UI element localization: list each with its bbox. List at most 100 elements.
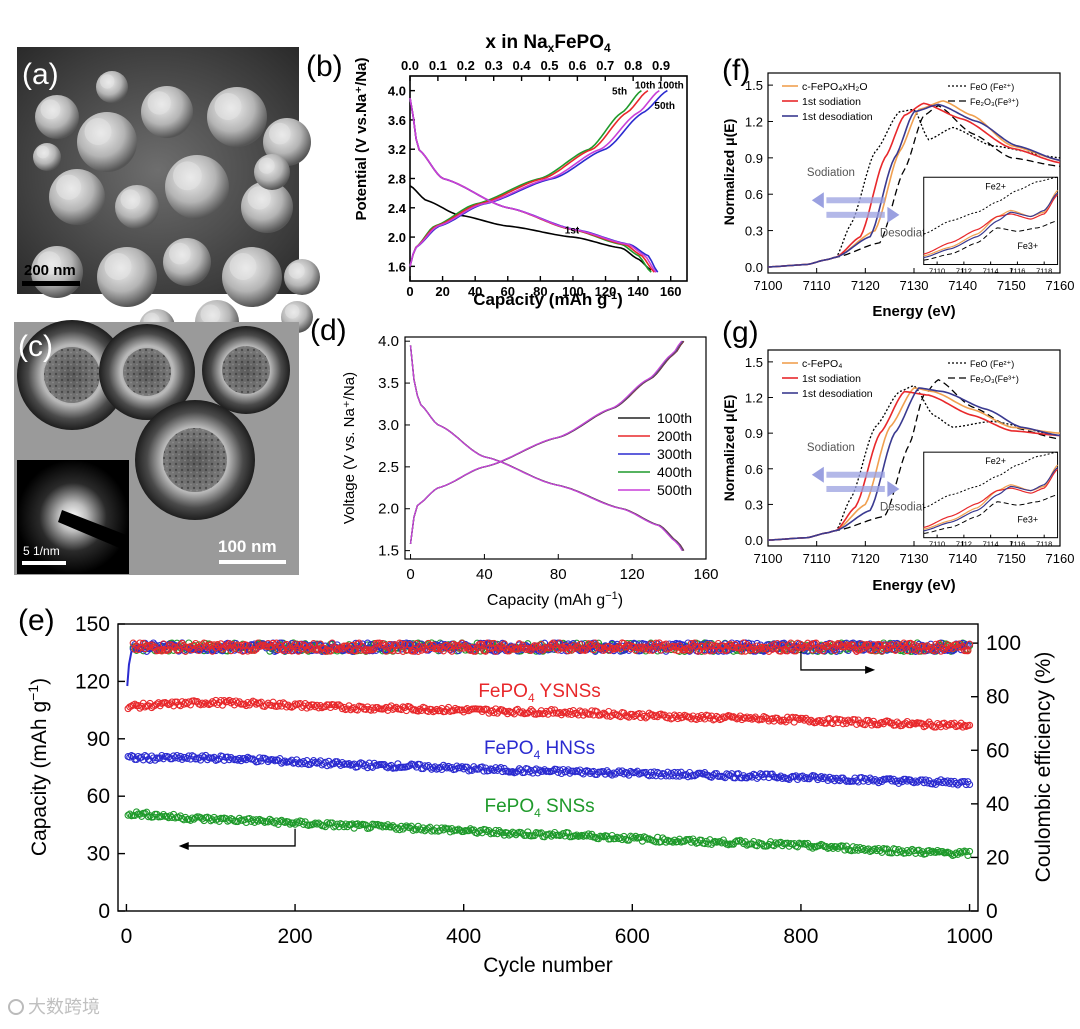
sem-particle-lobe <box>56 174 82 200</box>
x-tick-label: 40 <box>468 284 482 299</box>
x-tick-label: 40 <box>476 566 493 583</box>
y-tick-label: 3.5 <box>378 375 399 392</box>
chart-d-frame <box>404 336 707 560</box>
y-tick-label: 2.0 <box>388 230 406 245</box>
capacity-markers-0 <box>124 696 974 731</box>
arrow-head-sodiation-icon <box>811 466 824 483</box>
inset-scale-bar <box>22 561 66 565</box>
panel-c: 5 1/nm 100 nm (c) <box>14 320 299 575</box>
sem-particle <box>163 238 211 286</box>
ce-initial-points <box>126 650 133 687</box>
arrow-head-desodiation-icon <box>887 480 900 497</box>
y-tick-label: 1.6 <box>388 259 406 274</box>
chart-e-ylabel-left: Capacity (mAh g−1) <box>25 678 51 856</box>
chart-g-xlabel: Energy (eV) <box>872 577 955 594</box>
x-tick-label: 7150 <box>997 551 1026 566</box>
arrow-left-axis-icon <box>185 828 296 847</box>
inset-tick-label: 7112 <box>956 540 972 549</box>
x-tick-label: 120 <box>595 284 617 299</box>
inset-tick-label: 7114 <box>983 540 999 549</box>
legend-label: 100th <box>657 410 692 426</box>
legend-label: 1st sodiation <box>802 373 861 385</box>
sem-particle-lobe <box>120 189 141 210</box>
y-tick-label: 0.6 <box>745 462 763 477</box>
annotation-label: 50th <box>654 101 675 112</box>
panel-g: (g) 7100 7110 7120 7130 7140 7150 7160 0.0 0.3 0.… <box>721 316 1074 594</box>
y-tick-label-left: 30 <box>87 843 110 866</box>
scale-text-c: 100 nm <box>218 537 277 556</box>
chart-d-xlabel: Capacity (mAh g−1) <box>487 590 623 609</box>
legend-label: 400th <box>657 464 692 480</box>
inset-line-feo <box>923 176 1058 235</box>
series-line-100th-discharge <box>409 345 685 551</box>
sem-particle-lobe <box>147 91 171 115</box>
inset-tick-label: 7114 <box>983 267 999 276</box>
panel-a: (a) 200 nm <box>17 47 320 345</box>
x-tick-label: 80 <box>550 566 567 583</box>
panel-e: (e) 0 200 400 600 800 10000306090120150020406… <box>18 604 1055 977</box>
top-tick-label: 0.2 <box>457 58 475 73</box>
y-tick-label-right: 60 <box>986 739 1009 762</box>
series-line-desodiation <box>767 387 1061 541</box>
annotation-label: 1st <box>565 225 580 236</box>
arrow-right-axis-icon <box>800 651 869 671</box>
y-tick-label-right: 20 <box>986 846 1009 869</box>
inset-tick-label: 7118 <box>1036 267 1052 276</box>
top-tick-label: 0.9 <box>652 58 670 73</box>
x-tick-label: 200 <box>278 925 313 948</box>
x-tick-label: 7120 <box>851 551 880 566</box>
series-line-100th-charge <box>409 340 685 544</box>
scale-text-a: 200 nm <box>24 262 76 279</box>
inset-line-desodiation <box>923 192 1058 259</box>
x-tick-label: 1000 <box>946 925 993 948</box>
series-line-100th-charge <box>409 89 660 267</box>
arrow-sodiation-icon <box>826 471 885 478</box>
annotation-label: Sodiation <box>807 167 855 179</box>
panel-label-c: (c) <box>18 330 53 363</box>
y-tick-label: 3.6 <box>388 113 406 128</box>
x-tick-label: 60 <box>501 284 515 299</box>
top-tick-label: 0.0 <box>401 58 419 73</box>
chart-e-xlabel: Cycle number <box>483 954 613 977</box>
sem-particle <box>254 154 290 190</box>
legend-label: FeO (Fe²⁺) <box>970 359 1014 369</box>
x-tick-label: 7120 <box>851 278 880 293</box>
x-tick-label: 160 <box>693 566 718 583</box>
series-line-5th-charge <box>409 89 642 267</box>
series-line-500th-charge <box>409 340 683 544</box>
series-line-50th-charge <box>409 89 668 267</box>
x-tick-label: 7110 <box>803 278 831 293</box>
y-tick-label: 2.8 <box>388 172 406 187</box>
y-tick-label-left: 150 <box>75 613 110 636</box>
series-line-desodiation <box>768 103 1061 268</box>
inset-tick-label: 7112 <box>956 267 972 276</box>
series-line-400th-discharge <box>409 345 684 551</box>
y-tick-label: 1.5 <box>745 78 763 93</box>
panel-label-a: (a) <box>22 58 59 91</box>
chart-b-marks: 0 20 40 60 80 100 120 140 160 1.6 2.0 2.4 2.8 3.2 3.6 4… <box>388 58 684 299</box>
top-tick-label: 0.1 <box>429 58 447 73</box>
watermark: 大数跨境 <box>8 997 100 1017</box>
y-tick-label: 2.0 <box>378 501 399 518</box>
watermark-logo-icon <box>8 999 24 1015</box>
inset-scale-text: 5 1/nm <box>23 544 60 558</box>
inset-annotation: Fe2+ <box>985 181 1006 191</box>
sem-particle-lobe <box>269 122 291 145</box>
series-label: FePO4 HNSs <box>484 738 595 762</box>
inset-tick-label: 7118 <box>1036 540 1052 549</box>
chart-e-ylabel-right: Coulombic efficiency (%) <box>1032 652 1055 883</box>
sem-particle-lobe <box>258 157 275 174</box>
legend-label: 1st sodiation <box>802 96 861 108</box>
y-tick-label: 0.6 <box>745 187 763 202</box>
x-tick-label: 7130 <box>900 278 929 293</box>
arrow-head-right-icon <box>865 665 876 674</box>
inset-line-feo <box>923 451 1058 509</box>
sem-particle-lobe <box>100 74 115 89</box>
y-tick-label: 0.0 <box>745 260 763 275</box>
y-tick-label: 4.0 <box>388 84 406 99</box>
y-tick-label-left: 90 <box>87 728 110 751</box>
legend-label: Fe₂O₃(Fe³⁺) <box>970 97 1019 107</box>
sem-particle-lobe <box>173 161 202 191</box>
y-tick-label: 3.2 <box>388 142 406 157</box>
chart-g-marks: 7100 7110 7120 7130 7140 7150 7160 0.0 0.3 0.6 0.9… <box>745 355 1075 566</box>
